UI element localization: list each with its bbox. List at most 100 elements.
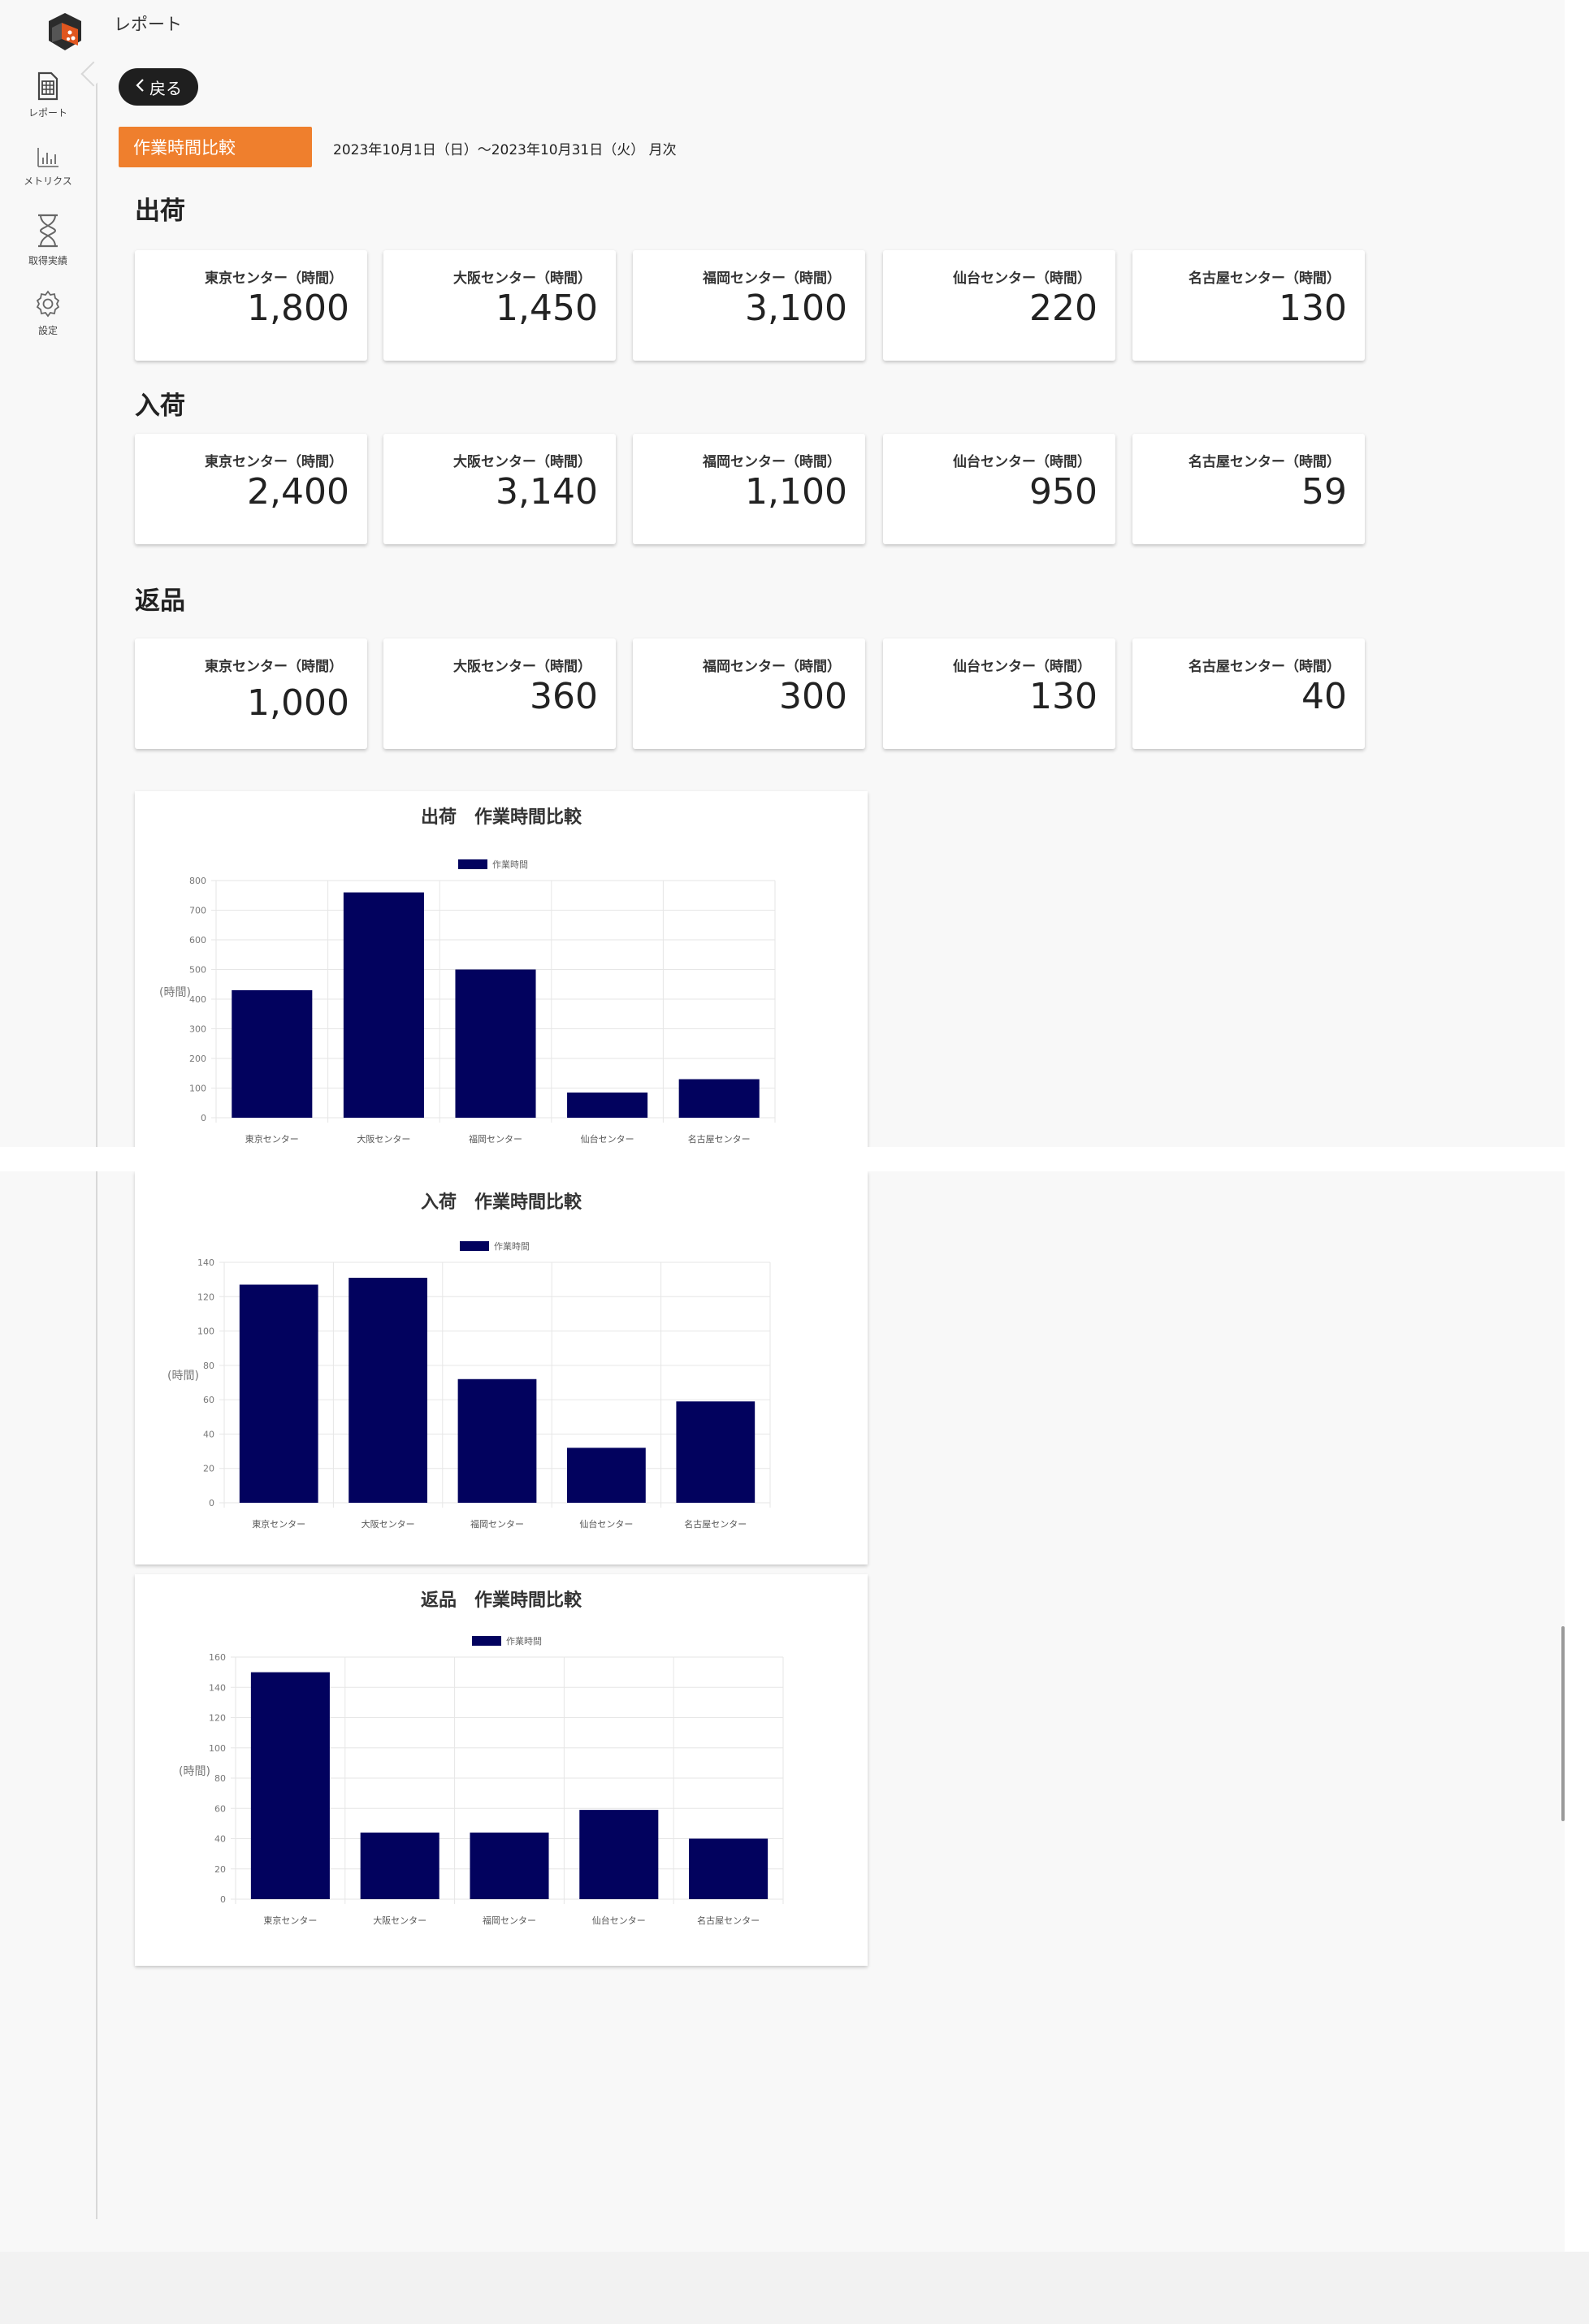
app-logo (45, 11, 84, 52)
chart-plot: 作業時間 0 20 40 60 80 100 120 140 (時間) 東京センター 大阪センター 福岡… (167, 1241, 771, 1530)
x-tick-label: 仙台センター (592, 1915, 646, 1926)
y-tick-label: 20 (203, 1464, 214, 1474)
stat-value: 130 (1279, 288, 1347, 329)
stat-value: 220 (1029, 288, 1098, 329)
chart-returns: 返品 作業時間比較 作業時間 0 20 40 60 80 100 120 140 160 (時間) 東… (135, 1574, 868, 1966)
x-tick-label: 大阪センター (362, 1518, 415, 1530)
y-tick-label: 700 (189, 906, 206, 916)
x-tick-label: 福岡センター (483, 1915, 536, 1926)
stat-card: 東京センター（時間） 2,400 (135, 434, 367, 544)
bar (343, 892, 424, 1118)
legend-swatch (458, 859, 487, 869)
chart-title: 返品 作業時間比較 (420, 1590, 582, 1611)
stat-label: 東京センター（時間） (205, 454, 343, 470)
x-tick-label: 東京センター (245, 1133, 299, 1145)
report-icon (37, 71, 58, 101)
stat-value: 1,800 (247, 288, 349, 329)
stat-label: 福岡センター（時間） (703, 270, 841, 287)
bar (470, 1833, 549, 1899)
y-tick-label: 400 (189, 994, 206, 1005)
x-tick-label: 大阪センター (357, 1133, 410, 1145)
y-tick-label: 100 (189, 1084, 206, 1094)
stat-value: 3,140 (496, 471, 598, 513)
y-tick-label: 140 (197, 1257, 214, 1268)
stat-value: 950 (1029, 471, 1098, 513)
stat-value: 130 (1029, 676, 1098, 717)
stat-label: 大阪センター（時間） (453, 454, 591, 470)
stat-value: 1,450 (496, 288, 598, 329)
y-tick-label: 0 (220, 1894, 226, 1905)
x-tick-label: 仙台センター (581, 1133, 634, 1145)
chart-plot: 作業時間 0 20 40 60 80 100 120 140 160 (時間) 東京センター 大阪センタ… (179, 1636, 784, 1926)
y-tick-label: 60 (203, 1395, 214, 1405)
y-tick-label: 200 (189, 1054, 206, 1064)
chevron-left-icon (135, 77, 146, 97)
stat-value: 2,400 (247, 471, 349, 513)
y-tick-label: 80 (203, 1361, 214, 1371)
y-tick-label: 0 (209, 1498, 214, 1508)
bar (360, 1833, 439, 1899)
stat-label: 仙台センター（時間） (953, 454, 1091, 470)
bar (250, 1672, 330, 1899)
sidebar-item-settings[interactable]: 設定 (0, 289, 96, 337)
back-button[interactable]: 戻る (119, 68, 198, 106)
y-tick-label: 160 (209, 1652, 226, 1663)
bar (567, 1448, 646, 1503)
y-tick-label: 20 (214, 1864, 226, 1875)
x-tick-label: 名古屋センター (697, 1915, 760, 1926)
x-tick-label: 仙台センター (579, 1518, 633, 1530)
stat-label: 大阪センター（時間） (453, 270, 591, 287)
legend-label: 作業時間 (492, 859, 528, 870)
stat-value: 360 (530, 676, 598, 717)
chart-title: 出荷 作業時間比較 (420, 807, 582, 828)
x-tick-label: 名古屋センター (684, 1518, 747, 1530)
section-title-receiving: 入荷 (135, 392, 185, 421)
stat-label: 福岡センター（時間） (703, 659, 841, 675)
y-tick-label: 0 (201, 1113, 206, 1123)
report-type-badge: 作業時間比較 (119, 127, 312, 167)
bar (239, 1284, 318, 1503)
bar (689, 1838, 769, 1899)
legend-label: 作業時間 (494, 1241, 530, 1252)
y-tick-label: 300 (189, 1024, 206, 1035)
page-title: レポート (114, 15, 182, 34)
metrics-icon (37, 148, 58, 167)
back-button-label: 戻る (149, 78, 182, 98)
y-tick-label: 100 (209, 1743, 226, 1754)
x-tick-label: 東京センター (252, 1518, 305, 1530)
stat-value: 3,100 (745, 288, 847, 329)
bar (567, 1092, 648, 1118)
y-tick-label: 500 (189, 965, 206, 976)
y-tick-label: 100 (197, 1326, 214, 1337)
stat-label: 東京センター（時間） (205, 659, 343, 675)
date-range: 2023年10月1日（日）～2023年10月31日（火） 月次 (333, 142, 677, 158)
legend-swatch (460, 1241, 489, 1251)
stat-label: 名古屋センター（時間） (1189, 454, 1340, 470)
sidebar-divider (96, 70, 97, 1147)
stat-card: 東京センター（時間） 1,000 (135, 638, 367, 749)
stat-card: 大阪センター（時間） 1,450 (383, 250, 616, 361)
sidebar-item-metrics[interactable]: メトリクス (0, 146, 96, 188)
y-tick-label: 80 (214, 1773, 226, 1784)
y-tick-label: 40 (203, 1429, 214, 1439)
stat-card: 仙台センター（時間） 950 (883, 434, 1115, 544)
section-title-returns: 返品 (135, 586, 185, 616)
stat-card: 名古屋センター（時間） 130 (1132, 250, 1365, 361)
scrollbar[interactable] (1561, 1626, 1565, 1821)
hourglass-icon (38, 214, 58, 248)
gear-icon (36, 290, 60, 318)
page-footer-area (0, 2252, 1589, 2324)
sidebar-item-report[interactable]: レポート (0, 71, 96, 119)
stat-card: 仙台センター（時間） 220 (883, 250, 1115, 361)
y-tick-label: 120 (197, 1292, 214, 1302)
y-tick-label: 60 (214, 1803, 226, 1814)
legend-label: 作業時間 (506, 1636, 542, 1647)
y-tick-label: 600 (189, 935, 206, 946)
stat-card: 東京センター（時間） 1,800 (135, 250, 367, 361)
bar (457, 1378, 537, 1503)
chart-title: 入荷 作業時間比較 (420, 1192, 582, 1213)
sidebar-item-label: レポート (28, 107, 67, 119)
stat-label: 仙台センター（時間） (953, 659, 1091, 675)
sidebar-item-acquisition[interactable]: 取得実績 (0, 213, 96, 267)
x-tick-label: 福岡センター (470, 1518, 524, 1530)
